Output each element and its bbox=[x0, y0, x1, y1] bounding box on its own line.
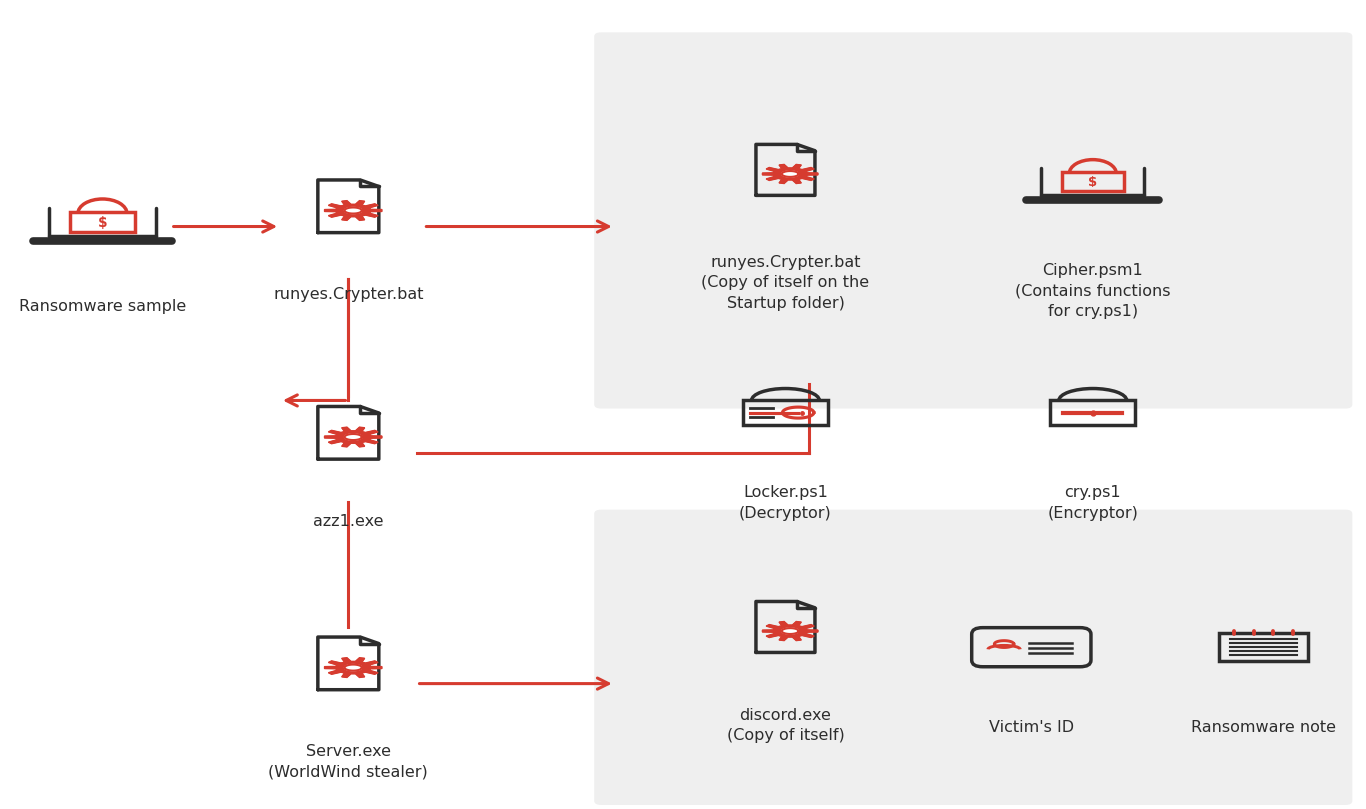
Text: Cipher.psm1
(Contains functions
for cry.ps1): Cipher.psm1 (Contains functions for cry.… bbox=[1015, 263, 1171, 319]
Polygon shape bbox=[781, 171, 799, 177]
Text: discord.exe
(Copy of itself): discord.exe (Copy of itself) bbox=[727, 708, 844, 743]
Polygon shape bbox=[325, 658, 382, 677]
Text: Locker.ps1
(Decryptor): Locker.ps1 (Decryptor) bbox=[739, 485, 832, 521]
Polygon shape bbox=[344, 434, 362, 440]
Polygon shape bbox=[344, 207, 362, 214]
FancyBboxPatch shape bbox=[594, 32, 1352, 409]
Text: $: $ bbox=[98, 216, 107, 230]
Bar bbox=[743, 400, 828, 425]
Text: Ransomware sample: Ransomware sample bbox=[19, 299, 186, 315]
Polygon shape bbox=[762, 164, 818, 184]
Text: Victim's ID: Victim's ID bbox=[989, 720, 1074, 735]
Text: runyes.Crypter.bat
(Copy of itself on the
Startup folder): runyes.Crypter.bat (Copy of itself on th… bbox=[701, 255, 870, 311]
Text: Server.exe
(WorldWind stealer): Server.exe (WorldWind stealer) bbox=[269, 744, 428, 780]
Text: cry.ps1
(Encryptor): cry.ps1 (Encryptor) bbox=[1048, 485, 1138, 521]
FancyBboxPatch shape bbox=[594, 510, 1352, 805]
Text: Ransomware note: Ransomware note bbox=[1191, 720, 1336, 735]
Text: runyes.Crypter.bat: runyes.Crypter.bat bbox=[273, 287, 423, 303]
Bar bbox=[1218, 633, 1309, 661]
Bar bbox=[1050, 400, 1135, 425]
Polygon shape bbox=[325, 201, 382, 220]
Polygon shape bbox=[325, 427, 382, 447]
Polygon shape bbox=[344, 664, 362, 671]
Polygon shape bbox=[781, 628, 799, 634]
Polygon shape bbox=[762, 621, 818, 641]
Text: $: $ bbox=[1089, 176, 1097, 188]
Text: azz1.exe: azz1.exe bbox=[313, 514, 384, 529]
